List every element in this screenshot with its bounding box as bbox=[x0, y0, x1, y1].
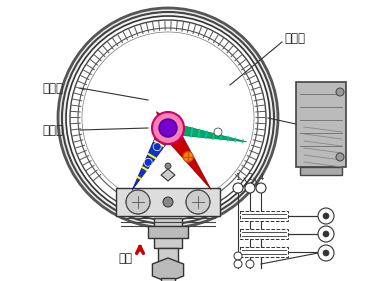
Circle shape bbox=[233, 183, 243, 193]
Polygon shape bbox=[167, 122, 247, 142]
Text: 压力: 压力 bbox=[118, 251, 132, 264]
Circle shape bbox=[78, 28, 258, 208]
Circle shape bbox=[58, 8, 278, 228]
Circle shape bbox=[82, 32, 254, 204]
Text: 动触点: 动触点 bbox=[42, 124, 63, 137]
Circle shape bbox=[336, 88, 344, 96]
Bar bbox=[158, 248, 178, 268]
Circle shape bbox=[144, 158, 152, 166]
Circle shape bbox=[234, 260, 242, 268]
Polygon shape bbox=[132, 124, 175, 190]
Text: 静触点: 静触点 bbox=[42, 81, 63, 94]
Bar bbox=[300, 167, 342, 175]
Circle shape bbox=[186, 190, 210, 214]
Bar bbox=[240, 247, 288, 257]
Circle shape bbox=[318, 208, 334, 224]
Circle shape bbox=[159, 119, 177, 137]
Circle shape bbox=[318, 245, 334, 261]
Bar bbox=[154, 218, 182, 248]
Circle shape bbox=[183, 152, 193, 162]
Circle shape bbox=[323, 231, 329, 237]
Bar bbox=[161, 278, 175, 281]
Circle shape bbox=[126, 190, 150, 214]
Text: 2: 2 bbox=[247, 173, 253, 182]
Bar bbox=[240, 211, 288, 221]
Circle shape bbox=[165, 163, 171, 169]
Text: 4: 4 bbox=[258, 173, 264, 182]
Circle shape bbox=[245, 183, 255, 193]
Circle shape bbox=[70, 20, 266, 216]
Polygon shape bbox=[161, 123, 211, 189]
Circle shape bbox=[323, 213, 329, 219]
Circle shape bbox=[256, 183, 266, 193]
Circle shape bbox=[66, 16, 270, 220]
Circle shape bbox=[214, 128, 222, 136]
Circle shape bbox=[323, 250, 329, 256]
Text: 1: 1 bbox=[235, 173, 241, 182]
Circle shape bbox=[152, 112, 184, 144]
Bar bbox=[116, 188, 220, 216]
Bar bbox=[240, 229, 288, 239]
Text: 静触点: 静触点 bbox=[284, 31, 305, 44]
Circle shape bbox=[336, 153, 344, 161]
Bar bbox=[296, 82, 346, 167]
Circle shape bbox=[163, 197, 173, 207]
Polygon shape bbox=[161, 169, 175, 181]
Circle shape bbox=[153, 143, 161, 151]
Polygon shape bbox=[152, 258, 183, 281]
Circle shape bbox=[246, 260, 254, 268]
Polygon shape bbox=[156, 112, 174, 132]
Circle shape bbox=[318, 226, 334, 242]
Circle shape bbox=[62, 12, 274, 224]
Circle shape bbox=[234, 252, 242, 260]
Bar bbox=[148, 226, 188, 238]
